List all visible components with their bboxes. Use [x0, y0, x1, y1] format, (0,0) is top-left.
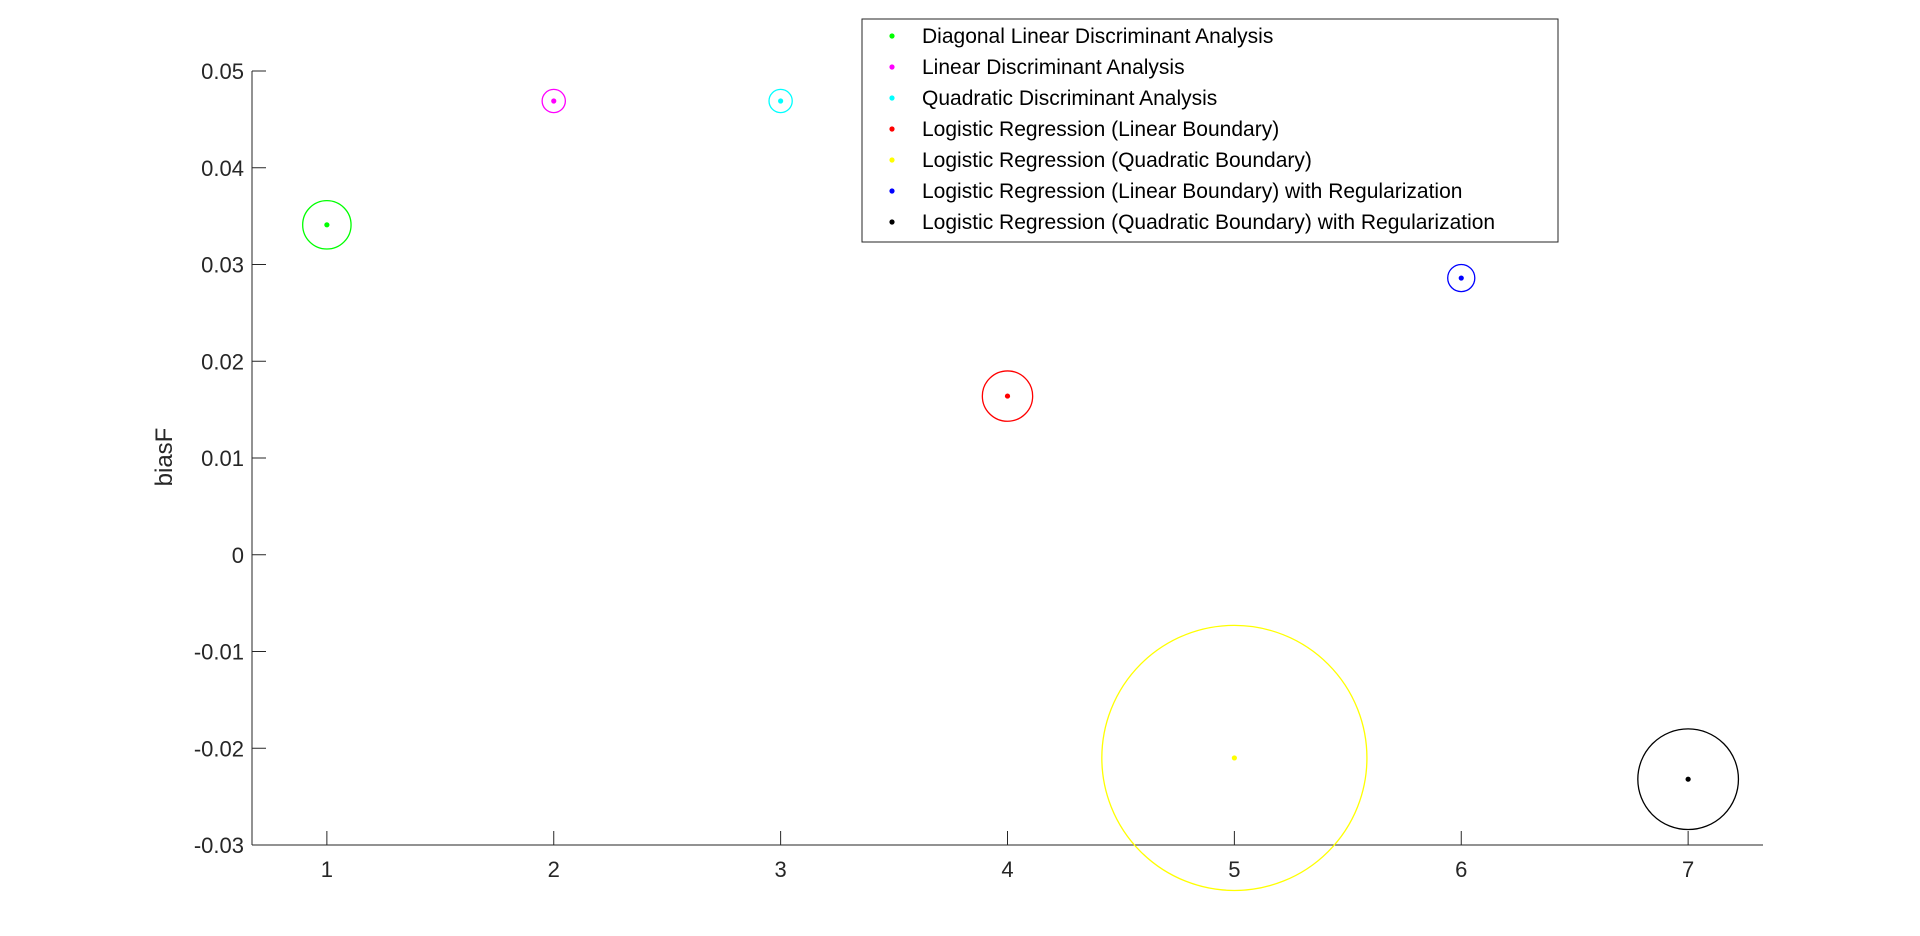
- x-tick-label: 5: [1228, 857, 1240, 882]
- data-points: [302, 88, 1740, 892]
- legend-box: [861, 18, 1559, 243]
- x-tick-label: 3: [774, 857, 786, 882]
- legend-entry: Diagonal Linear Discriminant Analysis: [922, 25, 1273, 48]
- x-tick-label: 4: [1001, 857, 1013, 882]
- legend-marker: [889, 64, 895, 70]
- y-tick-label: 0.02: [201, 349, 244, 374]
- legend-marker: [889, 126, 895, 132]
- legend: Diagonal Linear Discriminant Analysis Lin…: [861, 18, 1559, 243]
- y-tick-label: 0.01: [201, 446, 244, 471]
- x-tick-label: 6: [1455, 857, 1467, 882]
- y-tick-label: -0.03: [194, 833, 244, 858]
- y-tick-label: -0.01: [194, 640, 244, 665]
- y-tick-label: 0: [232, 543, 244, 568]
- legend-marker: [889, 219, 895, 225]
- legend-entry: Logistic Regression (Quadratic Boundary): [922, 149, 1312, 172]
- legend-entry: Logistic Regression (Linear Boundary): [922, 118, 1279, 141]
- legend-marker: [889, 188, 895, 194]
- legend-entry: Logistic Regression (Quadratic Boundary)…: [922, 211, 1495, 234]
- error-circle: [1637, 728, 1740, 831]
- data-point: [324, 222, 330, 228]
- error-circle: [541, 88, 567, 114]
- error-circle: [768, 88, 793, 114]
- error-circle: [302, 199, 352, 250]
- y-tick-label: -0.02: [194, 736, 244, 761]
- error-circle: [1101, 624, 1368, 892]
- y-tick-label: 0.03: [201, 253, 244, 278]
- legend-marker: [889, 33, 895, 39]
- data-point: [1004, 393, 1011, 399]
- legend-entry: Linear Discriminant Analysis: [922, 56, 1185, 79]
- y-axis-label: biasF: [151, 428, 178, 487]
- data-point: [778, 98, 784, 104]
- data-point: [1231, 755, 1237, 761]
- error-circle: [981, 370, 1034, 422]
- legend-marker: [889, 157, 895, 163]
- legend-entry: Quadratic Discriminant Analysis: [922, 87, 1217, 110]
- error-circle: [1447, 263, 1476, 293]
- x-tick-label: 1: [321, 857, 333, 882]
- legend-marker: [889, 95, 895, 101]
- data-point: [551, 98, 557, 104]
- axis-ticks: 0.05 0.04 0.03 0.02 0.01 0 -0.01 -0.02 -0.03 1 2 3 4…: [194, 59, 1694, 882]
- data-point: [1458, 275, 1464, 281]
- y-tick-label: 0.05: [201, 59, 244, 84]
- data-point: [1685, 776, 1691, 782]
- y-tick-label: 0.04: [201, 156, 244, 181]
- x-tick-label: 2: [548, 857, 560, 882]
- x-tick-label: 7: [1682, 857, 1694, 882]
- legend-entry: Logistic Regression (Linear Boundary) wi…: [922, 180, 1462, 203]
